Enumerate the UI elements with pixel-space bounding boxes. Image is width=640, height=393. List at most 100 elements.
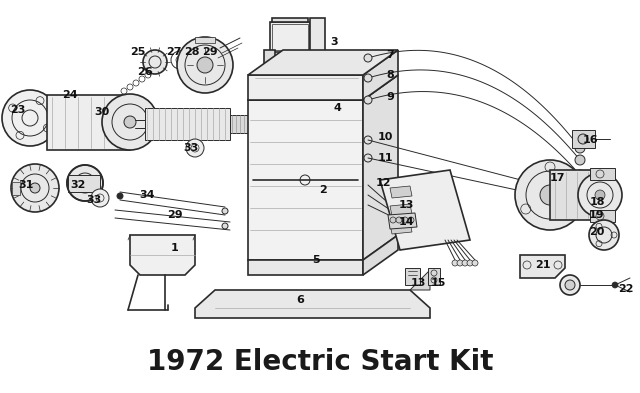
- Text: 21: 21: [535, 260, 551, 270]
- Text: 9: 9: [386, 92, 394, 102]
- Polygon shape: [130, 235, 195, 275]
- Text: 18: 18: [589, 197, 605, 207]
- Text: 15: 15: [430, 278, 445, 288]
- Circle shape: [222, 223, 228, 229]
- Polygon shape: [263, 80, 291, 97]
- Text: 1: 1: [171, 243, 179, 253]
- Circle shape: [186, 139, 204, 157]
- Text: 17: 17: [549, 173, 564, 183]
- Circle shape: [578, 134, 588, 144]
- Polygon shape: [335, 80, 363, 97]
- Polygon shape: [590, 210, 615, 222]
- Text: 25: 25: [131, 47, 146, 57]
- Circle shape: [91, 189, 109, 207]
- Polygon shape: [248, 260, 363, 275]
- Circle shape: [575, 155, 585, 165]
- Text: 13: 13: [410, 278, 426, 288]
- Text: 28: 28: [184, 47, 200, 57]
- Polygon shape: [388, 213, 417, 229]
- Circle shape: [177, 37, 233, 93]
- Polygon shape: [390, 222, 412, 234]
- Text: 11: 11: [377, 153, 393, 163]
- Circle shape: [462, 260, 468, 266]
- Polygon shape: [265, 85, 286, 97]
- Circle shape: [575, 170, 585, 180]
- Circle shape: [578, 173, 622, 217]
- Text: 14: 14: [398, 217, 414, 227]
- Circle shape: [117, 193, 123, 199]
- Polygon shape: [325, 85, 346, 97]
- Circle shape: [11, 164, 59, 212]
- Polygon shape: [272, 18, 308, 22]
- Polygon shape: [390, 186, 412, 198]
- Circle shape: [102, 94, 158, 150]
- Text: 24: 24: [62, 90, 78, 100]
- Polygon shape: [390, 204, 412, 216]
- Text: 27: 27: [166, 47, 182, 57]
- Polygon shape: [12, 182, 20, 195]
- Circle shape: [396, 217, 402, 223]
- Text: 10: 10: [378, 132, 393, 142]
- Circle shape: [343, 82, 355, 94]
- Polygon shape: [572, 130, 595, 148]
- Text: 33: 33: [86, 195, 102, 205]
- Text: 32: 32: [70, 180, 86, 190]
- Circle shape: [268, 117, 282, 131]
- Circle shape: [612, 282, 618, 288]
- Text: 23: 23: [10, 105, 26, 115]
- Circle shape: [307, 82, 319, 94]
- Polygon shape: [405, 268, 420, 285]
- Polygon shape: [68, 175, 100, 192]
- Circle shape: [271, 82, 283, 94]
- Circle shape: [222, 208, 228, 214]
- Polygon shape: [310, 18, 325, 60]
- Text: 29: 29: [202, 47, 218, 57]
- Text: 29: 29: [167, 210, 183, 220]
- Text: 22: 22: [618, 284, 634, 294]
- Polygon shape: [47, 95, 130, 150]
- Circle shape: [364, 54, 372, 62]
- Polygon shape: [428, 268, 440, 285]
- Text: 3: 3: [330, 37, 338, 47]
- Text: 7: 7: [386, 50, 394, 60]
- Circle shape: [197, 57, 213, 73]
- Polygon shape: [248, 75, 398, 100]
- Polygon shape: [145, 108, 230, 140]
- Polygon shape: [363, 75, 398, 260]
- Text: 31: 31: [19, 180, 34, 190]
- Text: 26: 26: [137, 67, 153, 77]
- Text: 33: 33: [184, 143, 198, 153]
- Polygon shape: [310, 60, 325, 70]
- Polygon shape: [248, 100, 363, 260]
- Text: 12: 12: [375, 178, 391, 188]
- Circle shape: [30, 183, 40, 193]
- Circle shape: [452, 260, 458, 266]
- Circle shape: [143, 50, 167, 74]
- Circle shape: [390, 217, 396, 223]
- Circle shape: [472, 260, 478, 266]
- Text: 16: 16: [582, 135, 598, 145]
- Polygon shape: [230, 115, 255, 133]
- Circle shape: [255, 117, 269, 131]
- Circle shape: [364, 74, 372, 82]
- Polygon shape: [299, 80, 327, 97]
- Circle shape: [457, 260, 463, 266]
- Circle shape: [67, 165, 103, 201]
- Circle shape: [408, 217, 414, 223]
- Circle shape: [589, 220, 619, 250]
- Circle shape: [402, 217, 408, 223]
- Text: 13: 13: [398, 200, 413, 210]
- Circle shape: [560, 275, 580, 295]
- Polygon shape: [380, 170, 470, 250]
- Polygon shape: [363, 50, 398, 100]
- Polygon shape: [248, 75, 363, 100]
- Text: 34: 34: [140, 190, 155, 200]
- Polygon shape: [550, 170, 600, 220]
- Text: 30: 30: [94, 107, 109, 117]
- Text: 4: 4: [333, 103, 341, 113]
- Polygon shape: [270, 22, 310, 52]
- Circle shape: [515, 160, 585, 230]
- Text: 1972 Electric Start Kit: 1972 Electric Start Kit: [147, 348, 493, 376]
- Circle shape: [540, 185, 560, 205]
- Polygon shape: [590, 168, 615, 180]
